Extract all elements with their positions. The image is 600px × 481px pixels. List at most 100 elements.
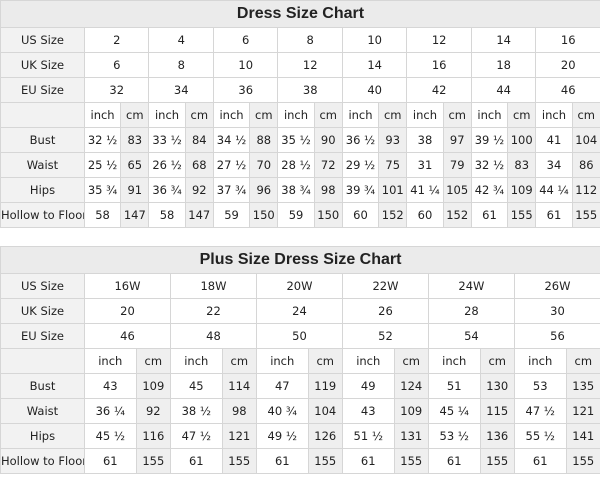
unit-inch: inch (277, 102, 315, 128)
cm-cell: 126 (307, 423, 343, 449)
cm-cell: 115 (479, 398, 515, 424)
inch-cell: 42 ¾ (470, 177, 509, 203)
size-cell: 20 (84, 298, 171, 324)
inch-cell: 60 (406, 202, 444, 228)
unit-cm: cm (313, 102, 343, 128)
inch-cell: 53 (513, 373, 567, 399)
inch-cell: 59 (277, 202, 315, 228)
inch-cell: 40 ¾ (255, 398, 309, 424)
cm-cell: 155 (307, 448, 343, 474)
unit-cm: cm (249, 102, 279, 128)
inch-cell: 36 ¾ (148, 177, 186, 203)
size-cell: 4 (148, 27, 214, 53)
unit-cm: cm (307, 348, 343, 374)
cm-cell: 141 (565, 423, 600, 449)
unit-cm: cm (378, 102, 408, 128)
measure-row: Bust 32 ½ 83 33 ½ 84 34 ½ 88 35 ½ 90 36 ½ 93 38 97 39… (0, 127, 600, 153)
size-cell: 54 (427, 323, 515, 349)
table-spacer (0, 228, 600, 246)
unit-cm: cm (442, 102, 472, 128)
inch-cell: 49 (341, 373, 395, 399)
size-cell: 20W (255, 273, 343, 299)
cm-cell: 155 (135, 448, 171, 474)
row-label: Waist (0, 152, 85, 178)
cm-cell: 98 (313, 177, 343, 203)
row-label: UK Size (0, 52, 85, 78)
size-cell: 46 (84, 323, 171, 349)
inch-cell: 47 ½ (513, 398, 567, 424)
inch-cell: 39 ½ (470, 127, 509, 153)
inch-cell: 45 (169, 373, 223, 399)
unit-inch: inch (406, 102, 444, 128)
unit-inch: inch (169, 348, 223, 374)
inch-cell: 36 ¼ (84, 398, 137, 424)
cm-cell: 90 (313, 127, 343, 153)
inch-cell: 28 ½ (277, 152, 315, 178)
cm-cell: 119 (307, 373, 343, 399)
cm-cell: 101 (378, 177, 408, 203)
size-cell: 48 (169, 323, 257, 349)
inch-cell: 26 ½ (148, 152, 186, 178)
cm-cell: 79 (442, 152, 472, 178)
size-row: US Size 2 4 6 8 10 12 14 16 (0, 27, 600, 53)
table-title: Dress Size Chart (0, 0, 600, 28)
unit-inch: inch (148, 102, 186, 128)
cm-cell: 109 (135, 373, 171, 399)
unit-inch: inch (535, 102, 573, 128)
inch-cell: 37 ¾ (212, 177, 251, 203)
inch-cell: 38 (406, 127, 444, 153)
size-cell: 42 (406, 77, 472, 103)
dress-size-table: Dress Size Chart US Size 2 4 6 8 10 12 14 16 UK Si… (0, 0, 600, 228)
unit-inch: inch (212, 102, 251, 128)
size-row: UK Size 20 22 24 26 28 30 (0, 298, 600, 324)
row-label: Waist (0, 398, 85, 424)
unit-cm: cm (571, 102, 600, 128)
size-cell: 6 (83, 52, 150, 78)
inch-cell: 36 ½ (341, 127, 380, 153)
measure-row: Hollow to Floor 58 147 58 147 59 150 59 150 60 152… (0, 202, 600, 228)
inch-cell: 35 ½ (277, 127, 315, 153)
size-cell: 36 (212, 77, 279, 103)
unit-inch: inch (470, 102, 509, 128)
unit-inch: inch (427, 348, 481, 374)
size-cell: 38 (277, 77, 343, 103)
size-row: EU Size 46 48 50 52 54 56 (0, 323, 600, 349)
size-cell: 12 (406, 27, 472, 53)
unit-inch: inch (255, 348, 309, 374)
cm-cell: 130 (479, 373, 515, 399)
size-cell: 34 (148, 77, 214, 103)
inch-cell: 51 (427, 373, 481, 399)
row-label: EU Size (0, 77, 85, 103)
cm-cell: 109 (507, 177, 537, 203)
cm-cell: 121 (565, 398, 600, 424)
inch-cell: 47 ½ (169, 423, 223, 449)
cm-cell: 109 (393, 398, 429, 424)
unit-cm: cm (565, 348, 600, 374)
cm-cell: 92 (135, 398, 171, 424)
cm-cell: 105 (442, 177, 472, 203)
inch-cell: 43 (341, 398, 395, 424)
table-title: Plus Size Dress Size Chart (0, 246, 600, 274)
size-cell: 12 (277, 52, 343, 78)
unit-cm: cm (393, 348, 429, 374)
cm-cell: 88 (249, 127, 279, 153)
row-label: Bust (0, 127, 85, 153)
inch-cell: 58 (148, 202, 186, 228)
size-cell: 26 (341, 298, 429, 324)
cm-cell: 92 (184, 177, 214, 203)
cm-cell: 84 (184, 127, 214, 153)
inch-cell: 39 ¾ (341, 177, 380, 203)
cm-cell: 147 (120, 202, 150, 228)
inch-cell: 35 ¾ (83, 177, 122, 203)
unit-cm: cm (221, 348, 257, 374)
size-cell: 44 (470, 77, 537, 103)
cm-cell: 152 (378, 202, 408, 228)
unit-inch: inch (341, 348, 395, 374)
title-row: Plus Size Dress Size Chart (0, 246, 600, 274)
inch-cell: 61 (169, 448, 223, 474)
inch-cell: 25 ½ (83, 152, 122, 178)
size-cell: 52 (341, 323, 429, 349)
unit-cm: cm (479, 348, 515, 374)
